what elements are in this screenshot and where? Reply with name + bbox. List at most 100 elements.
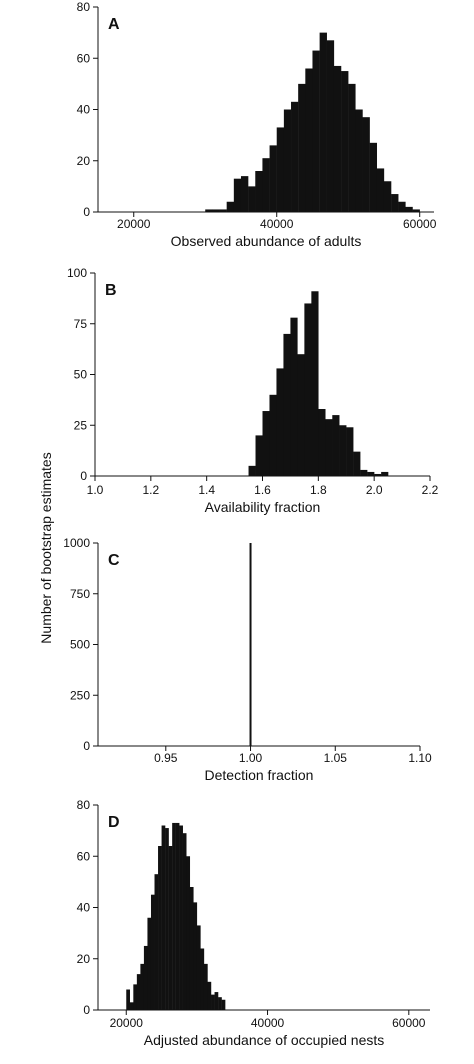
x-tick-label: 60000 (392, 1016, 426, 1030)
histogram-bar (248, 186, 256, 212)
histogram-bar (196, 925, 201, 1010)
histogram-bar (305, 68, 313, 212)
y-tick-label: 100 (67, 266, 87, 280)
x-tick-label: 1.2 (142, 483, 159, 497)
histogram-bar (283, 333, 291, 476)
histogram-bar (233, 178, 242, 212)
histogram-bar (383, 181, 392, 212)
x-axis-label: Adjusted abundance of occupied nests (144, 1032, 385, 1048)
histogram-bar (332, 415, 340, 476)
histogram-bar (333, 65, 342, 212)
histogram-bar (348, 83, 356, 212)
histogram-bar (298, 83, 306, 212)
histogram-bar (193, 902, 198, 1010)
histogram-bar (179, 825, 183, 1010)
histogram-bar (381, 471, 389, 476)
histogram-bar (218, 997, 222, 1010)
histogram-bar (249, 543, 252, 746)
histogram-bar (203, 963, 208, 1010)
histogram-bar (165, 828, 169, 1010)
histogram-bar (211, 994, 215, 1010)
histogram-bar (276, 127, 285, 212)
y-tick-label: 40 (77, 103, 91, 117)
histogram-bar (147, 917, 152, 1010)
histogram-bar (126, 989, 130, 1010)
chart-panel-c: 0 250 500 750 1000 0.95 1.00 1.05 1.10 C Detection… (63, 536, 432, 783)
histogram-bar (405, 206, 413, 212)
histogram-bar (133, 984, 138, 1010)
histogram-bar (276, 368, 284, 476)
x-tick-label: 0.95 (154, 751, 178, 765)
histogram-bar (339, 425, 347, 476)
histogram-bar (158, 846, 162, 1010)
histogram-bar (346, 427, 354, 476)
histogram-bar (367, 471, 375, 476)
x-tick-label: 1.4 (198, 483, 215, 497)
histogram-bar (255, 435, 263, 476)
histogram-bar (318, 409, 326, 476)
y-tick-label: 250 (70, 688, 90, 702)
histogram-bar (226, 201, 235, 212)
histogram-bar (205, 209, 213, 212)
y-tick-label: 750 (70, 587, 90, 601)
x-tick-label: 20000 (117, 217, 151, 231)
y-tick-label: 80 (77, 0, 91, 14)
y-tick-label: 60 (77, 849, 91, 863)
histogram-bar (319, 32, 327, 212)
histogram-bar (312, 50, 320, 212)
histogram-bar (150, 894, 155, 1010)
histogram-bar (325, 419, 333, 476)
histogram-bar (214, 992, 219, 1010)
histogram-bar (360, 469, 368, 476)
panel-label: C (108, 552, 120, 569)
histogram-bar (207, 981, 212, 1010)
histogram-bar (240, 176, 249, 212)
histogram-bar (297, 354, 305, 476)
x-tick-label: 40000 (251, 1016, 285, 1030)
x-tick-label: 1.8 (310, 483, 327, 497)
histogram-bar (212, 209, 220, 212)
y-tick-label: 500 (70, 638, 90, 652)
histogram-bar (283, 109, 292, 212)
histogram-bar (362, 117, 370, 212)
y-tick-label: 40 (77, 901, 91, 915)
y-tick-label: 25 (74, 418, 88, 432)
histogram-bar (391, 194, 399, 212)
histogram-bar (161, 825, 166, 1010)
histogram-bar (304, 303, 312, 476)
histogram-bar (172, 822, 176, 1010)
x-tick-label: 40000 (260, 217, 294, 231)
y-tick-label: 20 (77, 154, 91, 168)
histogram-bar (140, 963, 145, 1010)
x-tick-label: 1.10 (408, 751, 432, 765)
histogram-bar (154, 874, 159, 1010)
histogram-bar (398, 201, 406, 212)
x-tick-label: 1.00 (239, 751, 263, 765)
histogram-bar (186, 856, 191, 1010)
histogram-bar (248, 465, 256, 476)
histogram-bar (341, 71, 349, 212)
shared-y-axis-label: Number of bootstrap estimates (38, 452, 54, 643)
y-tick-label: 80 (77, 798, 91, 812)
histogram-bar (219, 209, 227, 212)
y-tick-label: 1000 (63, 536, 90, 550)
panel-label: D (108, 814, 120, 831)
histogram-bar (143, 945, 148, 1010)
y-tick-label: 60 (77, 51, 91, 65)
histogram-bar (374, 473, 382, 476)
y-tick-label: 0 (83, 205, 90, 219)
x-tick-label: 20000 (110, 1016, 144, 1030)
chart-panel-d: 0 20 40 60 80 20000 40000 60000 D Adjusted abunda… (77, 798, 430, 1048)
x-tick-label: 1.05 (324, 751, 348, 765)
x-tick-label: 2.0 (366, 483, 383, 497)
histogram-bar (262, 158, 270, 212)
chart-panel-a: 0 20 40 60 80 20000 40000 60000 A Observed abunda… (77, 0, 437, 249)
panel-label: A (108, 16, 120, 33)
histogram-bar (355, 109, 363, 212)
x-axis-label: Observed abundance of adults (171, 233, 362, 249)
x-axis-label: Detection fraction (205, 767, 314, 783)
histogram-bar (262, 411, 270, 476)
histogram-bar (369, 142, 378, 212)
y-tick-label: 0 (80, 469, 87, 483)
